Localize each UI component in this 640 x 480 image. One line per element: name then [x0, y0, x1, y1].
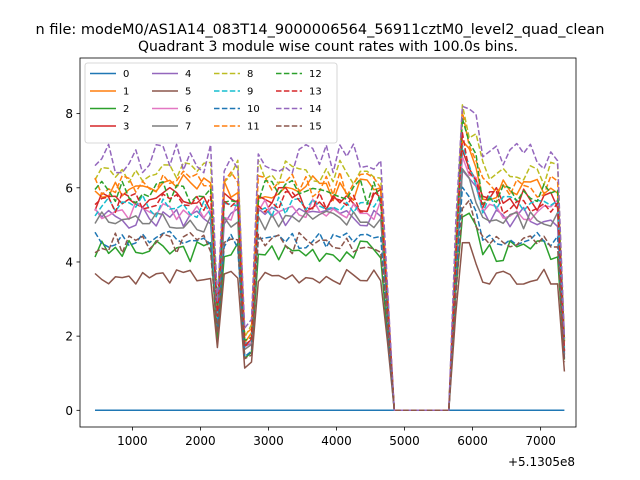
legend-box — [84, 62, 338, 144]
series-line-14 — [94, 105, 566, 412]
y-tick-label: 2 — [65, 330, 73, 344]
y-tick-label: 6 — [65, 181, 73, 195]
legend-label-6: 6 — [185, 104, 191, 115]
legend-label-12: 12 — [309, 69, 322, 80]
chart-title: Quadrant 3 module wise count rates with … — [138, 39, 518, 55]
legend-label-14: 14 — [309, 104, 322, 115]
series-line-13 — [94, 131, 566, 412]
series-line-11 — [94, 110, 566, 412]
legend-label-11: 11 — [247, 122, 260, 133]
x-tick-label: 3000 — [253, 434, 284, 448]
y-tick-label: 0 — [65, 404, 73, 418]
legend-label-15: 15 — [309, 122, 322, 133]
legend-label-1: 1 — [123, 87, 129, 98]
series-line-7 — [94, 168, 566, 412]
figure-suptitle: n file: modeM0/AS1A14_083T14_9000006564_… — [36, 22, 605, 38]
y-tick-label: 4 — [65, 255, 73, 269]
legend-label-2: 2 — [123, 104, 129, 115]
series-line-2 — [94, 212, 566, 412]
x-tick-label: 5000 — [389, 434, 420, 448]
x-tick-label: 7000 — [525, 434, 556, 448]
series-line-12 — [94, 117, 566, 412]
series-line-15 — [94, 199, 566, 412]
axes-frame — [79, 57, 577, 428]
legend-label-8: 8 — [247, 69, 253, 80]
legend-label-10: 10 — [247, 104, 260, 115]
series-line-9 — [94, 145, 566, 412]
y-tick-label: 8 — [65, 107, 73, 121]
legend-label-4: 4 — [185, 69, 191, 80]
legend-label-0: 0 — [123, 69, 129, 80]
legend-label-7: 7 — [185, 122, 191, 133]
x-tick-label: 1000 — [117, 434, 148, 448]
legend-label-9: 9 — [247, 87, 253, 98]
x-tick-label: 2000 — [185, 434, 216, 448]
series-line-3 — [94, 149, 566, 412]
series-line-10 — [94, 186, 566, 412]
series-line-5 — [94, 241, 566, 412]
x-tick-label: 6000 — [457, 434, 488, 448]
axes: 1000 2000 3000 4000 5000 6000 7000 0 2 4 6 8 — [65, 57, 577, 448]
series-line-8 — [94, 104, 566, 412]
x-offset-label: +5.1305e8 — [508, 455, 575, 469]
legend-label-5: 5 — [185, 87, 191, 98]
series-lines — [94, 104, 566, 412]
x-tick-label: 4000 — [321, 434, 352, 448]
legend-label-13: 13 — [309, 87, 322, 98]
legend-label-3: 3 — [123, 122, 129, 133]
